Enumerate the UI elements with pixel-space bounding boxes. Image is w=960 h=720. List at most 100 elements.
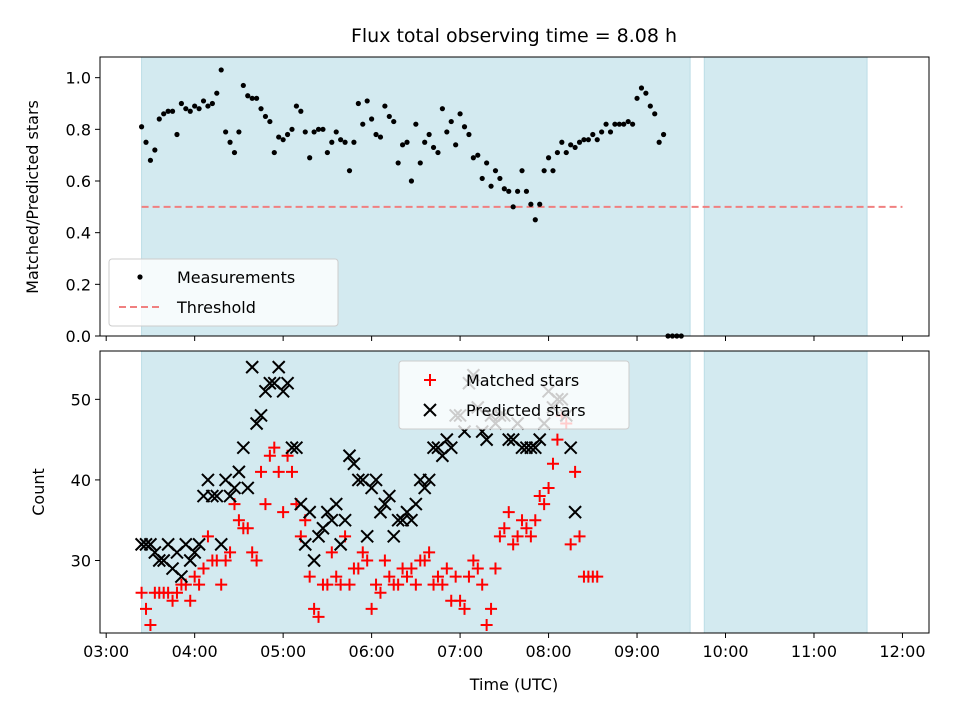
measurement-point xyxy=(528,201,534,207)
predicted-star-point xyxy=(342,449,357,463)
bottom-y-axis-label: Count xyxy=(29,468,48,516)
measurement-point xyxy=(302,129,308,135)
bottom-legend: Matched stars Predicted stars xyxy=(398,360,630,430)
observing-window xyxy=(703,350,868,634)
matched-star-point xyxy=(546,457,559,470)
predicted-star-point xyxy=(568,505,582,519)
matched-star-point xyxy=(188,570,201,583)
matched-star-point xyxy=(193,578,206,591)
measurement-point xyxy=(214,90,220,96)
measurement-point xyxy=(616,121,622,127)
measurement-point xyxy=(342,139,348,145)
measurement-point xyxy=(280,137,286,143)
measurement-point xyxy=(205,103,211,109)
top-legend: Measurements Threshold xyxy=(108,258,339,327)
matched-star-point xyxy=(144,618,157,631)
measurement-point xyxy=(395,160,401,166)
matched-star-point xyxy=(462,570,475,583)
predicted-star-point xyxy=(232,465,246,479)
measurement-point xyxy=(200,98,207,104)
measurement-point xyxy=(559,139,565,145)
measurement-point xyxy=(568,142,574,148)
matched-star-point xyxy=(378,554,391,567)
top-legend-box xyxy=(108,258,339,327)
measurement-point xyxy=(253,95,260,101)
measurement-point xyxy=(554,149,561,156)
matched-star-point xyxy=(365,602,378,615)
matched-star-point xyxy=(520,522,533,535)
measurement-point xyxy=(453,142,459,148)
matched-star-point xyxy=(232,514,245,527)
predicted-star-point xyxy=(479,432,494,447)
predicted-star-point xyxy=(298,537,312,552)
matched-star-point xyxy=(361,554,374,567)
measurement-point xyxy=(590,131,596,138)
y-tick-label: 30 xyxy=(71,551,91,570)
matched-star-point xyxy=(507,538,520,551)
measurement-point xyxy=(484,160,490,166)
predicted-star-point xyxy=(333,537,348,552)
measurement-point xyxy=(391,118,397,125)
matched-star-point xyxy=(431,570,444,583)
matched-star-point xyxy=(542,481,555,494)
y-tick-label: 1.0 xyxy=(66,69,91,88)
matched-star-point xyxy=(516,514,529,527)
measurement-point xyxy=(138,124,145,130)
measurement-point xyxy=(621,121,627,127)
predicted-star-point xyxy=(533,432,547,447)
matched-star-point xyxy=(533,490,546,503)
x-tick-label: 10:00 xyxy=(702,642,748,661)
predicted-star-point xyxy=(382,489,397,503)
measurement-point xyxy=(165,108,171,114)
matched-star-point xyxy=(480,618,493,631)
measurement-point xyxy=(422,139,428,145)
legend-matched-label: Matched stars xyxy=(466,371,579,390)
predicted-star-point xyxy=(254,408,268,423)
matched-star-point xyxy=(449,570,462,583)
predicted-star-point xyxy=(378,497,392,511)
predicted-star-point xyxy=(329,497,343,511)
top-plot-frame xyxy=(99,56,930,337)
measurement-point xyxy=(603,121,609,127)
measurement-point xyxy=(227,139,233,145)
predicted-star-point xyxy=(276,384,290,398)
measurement-point xyxy=(351,139,357,145)
measurement-point xyxy=(439,106,445,112)
matched-star-point xyxy=(259,498,272,511)
measurement-point xyxy=(652,111,658,117)
measurement-point xyxy=(510,204,516,210)
measurement-point xyxy=(594,137,600,143)
legend-matched-marker xyxy=(424,374,436,386)
predicted-star-point xyxy=(272,360,286,374)
measurement-point xyxy=(470,155,476,161)
legend-predicted-label: Predicted stars xyxy=(466,401,586,420)
predicted-star-point xyxy=(440,432,454,447)
matched-star-point xyxy=(184,594,197,607)
y-tick-label: 0.0 xyxy=(66,327,91,346)
predicted-star-point xyxy=(417,481,432,495)
matched-star-point xyxy=(529,514,542,527)
matched-star-point xyxy=(272,465,285,478)
matched-star-point xyxy=(219,554,232,567)
predicted-star-point xyxy=(263,376,277,390)
matched-star-point xyxy=(201,530,214,543)
bottom-plot-frame xyxy=(99,350,930,634)
predicted-star-point xyxy=(280,376,295,390)
legend-predicted-marker xyxy=(423,403,437,417)
measurement-point xyxy=(479,175,485,182)
y-tick-label: 0.2 xyxy=(66,275,91,294)
predicted-star-point xyxy=(563,440,578,455)
legend-measurements-marker xyxy=(137,274,143,280)
measurement-point xyxy=(373,131,379,138)
matched-star-point xyxy=(308,602,321,615)
x-tick-label: 04:00 xyxy=(172,642,218,661)
measurement-point xyxy=(364,98,370,104)
predicted-star-point xyxy=(192,537,206,552)
measurement-point xyxy=(245,93,251,99)
measurement-point xyxy=(656,139,662,145)
predicted-star-point xyxy=(387,529,401,544)
measurement-point xyxy=(169,108,176,114)
matched-star-point xyxy=(246,546,259,559)
matched-star-point xyxy=(423,546,436,559)
measurement-point xyxy=(581,137,587,143)
